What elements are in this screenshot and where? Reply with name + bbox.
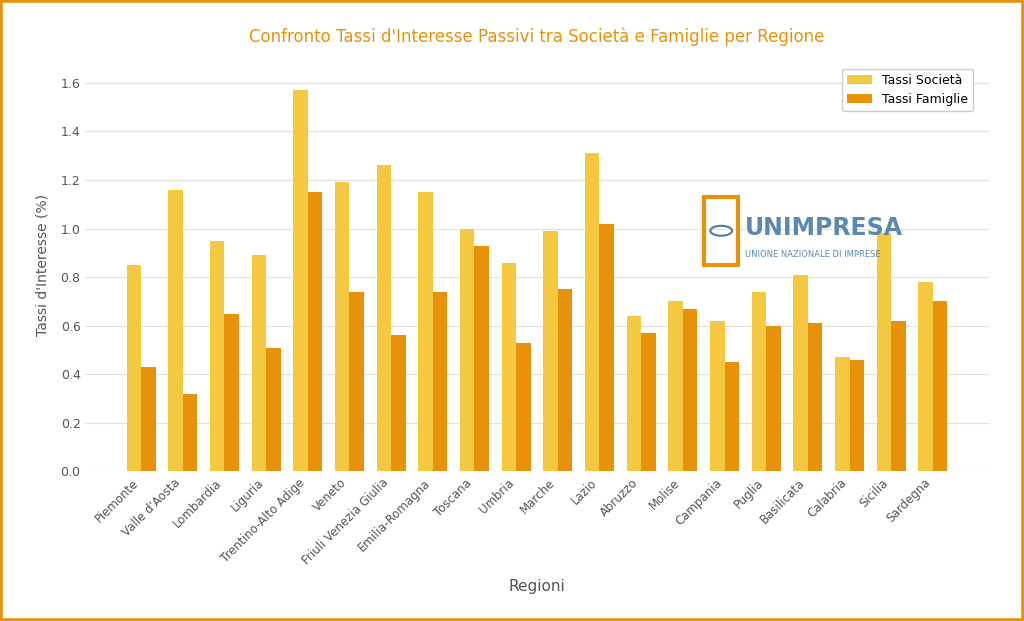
Bar [141,367,156,471]
Bar [891,321,906,471]
Bar [502,263,516,471]
Bar [418,192,433,471]
Bar [933,301,947,471]
Bar [308,192,323,471]
Bar [266,348,281,471]
Bar [627,316,641,471]
Bar [710,321,725,471]
Bar [585,153,599,471]
Bar [349,292,365,471]
Bar [252,255,266,471]
Bar [391,335,406,471]
Y-axis label: Tassi d'Interesse (%): Tassi d'Interesse (%) [36,194,49,336]
Text: UNIMPRESA: UNIMPRESA [744,216,903,240]
Bar [752,292,766,471]
Bar [850,360,864,471]
X-axis label: Regioni: Regioni [509,579,565,594]
Bar [182,394,198,471]
Bar [558,289,572,471]
Bar [669,301,683,471]
Text: UNIONE NAZIONALE DI IMPRESE: UNIONE NAZIONALE DI IMPRESE [744,250,881,259]
Bar [293,90,308,471]
Bar [919,282,933,471]
Bar [168,190,182,471]
Bar [127,265,141,471]
Bar [224,314,239,471]
Bar [474,245,489,471]
Bar [725,362,739,471]
Bar [335,183,349,471]
Bar [210,241,224,471]
Legend: Tassi Società, Tassi Famiglie: Tassi Società, Tassi Famiglie [842,69,973,111]
Bar [835,357,850,471]
Bar [794,274,808,471]
Bar [683,309,697,471]
Bar [599,224,614,471]
Bar [641,333,655,471]
Bar [377,165,391,471]
Bar [544,231,558,471]
Bar [766,326,780,471]
Bar [460,229,474,471]
Bar [877,233,891,471]
Title: Confronto Tassi d'Interesse Passivi tra Società e Famiglie per Regione: Confronto Tassi d'Interesse Passivi tra … [249,27,824,46]
Bar [433,292,447,471]
Bar [808,324,822,471]
Bar [516,343,530,471]
